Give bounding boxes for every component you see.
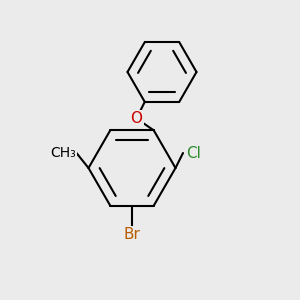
Text: O: O (130, 111, 142, 126)
Text: Br: Br (124, 227, 140, 242)
Text: CH₃: CH₃ (50, 146, 76, 160)
Text: Cl: Cl (186, 146, 201, 160)
